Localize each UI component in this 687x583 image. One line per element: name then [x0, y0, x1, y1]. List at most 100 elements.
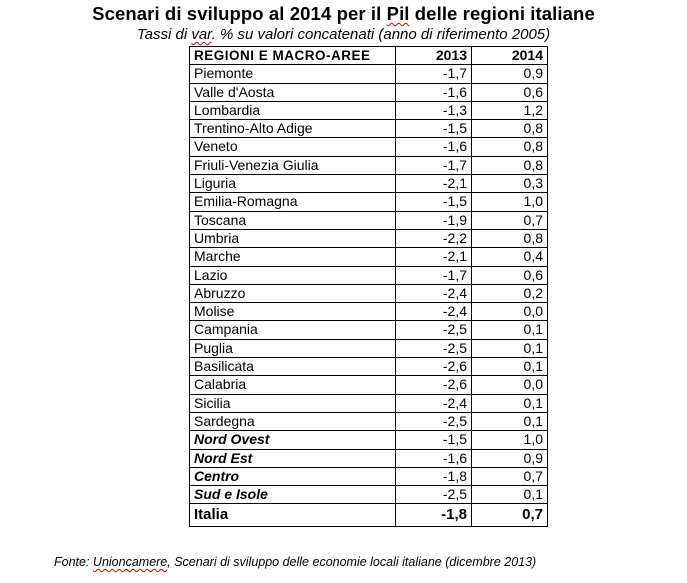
region-cell: Sud e Isole — [189, 485, 396, 505]
subtitle-part-spellcheck: var — [191, 26, 212, 43]
region-cell: Basilicata — [189, 357, 396, 377]
subtitle-part: Tassi di — [136, 26, 192, 43]
region-row: Piemonte -1,7 0,9 — [189, 64, 548, 84]
value-2013-cell: -1,6 — [395, 448, 472, 468]
value-2014-cell: 1,2 — [471, 100, 548, 121]
source-part: , Scenari di sviluppo delle economie loc… — [167, 555, 537, 569]
value-2014-cell: 0,8 — [471, 137, 548, 157]
region-row: Trentino-Alto Adige -1,5 0,8 — [189, 119, 548, 139]
value-2013-cell: -1,9 — [395, 210, 472, 230]
macro-area-row: Centro -1,8 0,7 — [189, 466, 548, 487]
value-2014-cell: 0,0 — [471, 375, 548, 395]
value-2013-cell: -1,3 — [395, 100, 472, 121]
value-2014-cell: 0,0 — [471, 302, 548, 322]
value-2013-cell: -1,5 — [395, 430, 472, 450]
value-2013-cell: -1,7 — [395, 265, 472, 285]
region-cell: Puglia — [189, 338, 396, 359]
total-row: Italia -1,8 0,7 — [189, 503, 548, 528]
region-row: Lazio -1,7 0,6 — [189, 265, 548, 285]
region-cell: Marche — [189, 247, 396, 267]
value-2013-cell: -1,5 — [395, 119, 472, 139]
value-2014-cell: 1,0 — [471, 430, 548, 450]
source-part: Fonte: — [54, 555, 93, 569]
region-cell: Piemonte — [189, 64, 396, 84]
value-2013-cell: -2,5 — [395, 320, 472, 340]
value-2013-cell: -2,4 — [395, 393, 472, 413]
title-part: delle regioni italiane — [409, 3, 595, 24]
value-2013-cell: -1,7 — [395, 64, 472, 84]
region-cell: Umbria — [189, 228, 396, 249]
region-cell: Nord Est — [189, 448, 396, 468]
title-part-spellcheck: Pil — [386, 3, 410, 24]
gdp-table: REGIONI E MACRO-AREE 2013 2014 Piemonte -… — [189, 45, 548, 528]
value-2013-cell: -2,4 — [395, 302, 472, 322]
region-row: Lombardia -1,3 1,2 — [189, 100, 548, 121]
header-2014: 2014 — [471, 45, 548, 66]
region-row: Veneto -1,6 0,8 — [189, 137, 548, 157]
region-cell: Nord Ovest — [189, 430, 396, 450]
subtitle-part: . % su valori concatenati (anno di rifer… — [211, 26, 551, 43]
region-row: Marche -2,1 0,4 — [189, 247, 548, 267]
value-2013-cell: -2,1 — [395, 247, 472, 267]
region-cell: Friuli-Venezia Giulia — [189, 155, 396, 176]
value-2014-cell: 0,1 — [471, 411, 548, 432]
value-2014-cell: 0,7 — [471, 503, 548, 528]
value-2014-cell: 0,6 — [471, 82, 548, 102]
region-row: Puglia -2,5 0,1 — [189, 338, 548, 359]
value-2013-cell: -1,8 — [395, 466, 472, 487]
region-row: Basilicata -2,6 0,1 — [189, 357, 548, 377]
value-2013-cell: -2,5 — [395, 338, 472, 359]
region-cell: Emilia-Romagna — [189, 192, 396, 212]
region-row: Sicilia -2,4 0,1 — [189, 393, 548, 413]
region-cell: Calabria — [189, 375, 396, 395]
value-2014-cell: 0,2 — [471, 283, 548, 304]
value-2013-cell: -2,5 — [395, 411, 472, 432]
value-2014-cell: 0,1 — [471, 393, 548, 413]
macro-area-row: Nord Ovest -1,5 1,0 — [189, 430, 548, 450]
region-cell: Trentino-Alto Adige — [189, 119, 396, 139]
value-2013-cell: -2,1 — [395, 174, 472, 194]
region-cell: Toscana — [189, 210, 396, 230]
region-row: Campania -2,5 0,1 — [189, 320, 548, 340]
title-part: Scenari di sviluppo al 2014 per il — [92, 3, 387, 24]
region-row: Valle d'Aosta -1,6 0,6 — [189, 82, 548, 102]
value-2014-cell: 0,7 — [471, 210, 548, 230]
region-cell: Sicilia — [189, 393, 396, 413]
value-2013-cell: -1,6 — [395, 137, 472, 157]
region-row: Sardegna -2,5 0,1 — [189, 411, 548, 432]
value-2013-cell: -2,2 — [395, 228, 472, 249]
value-2013-cell: -2,6 — [395, 375, 472, 395]
value-2014-cell: 0,4 — [471, 247, 548, 267]
region-row: Abruzzo -2,4 0,2 — [189, 283, 548, 304]
macro-area-row: Nord Est -1,6 0,9 — [189, 448, 548, 468]
value-2014-cell: 1,0 — [471, 192, 548, 212]
value-2014-cell: 0,9 — [471, 448, 548, 468]
value-2014-cell: 0,1 — [471, 485, 548, 505]
region-cell: Valle d'Aosta — [189, 82, 396, 102]
region-cell: Campania — [189, 320, 396, 340]
value-2013-cell: -1,7 — [395, 155, 472, 176]
region-cell: Molise — [189, 302, 396, 322]
region-cell: Lombardia — [189, 100, 396, 121]
value-2013-cell: -1,8 — [395, 503, 472, 528]
value-2013-cell: -2,5 — [395, 485, 472, 505]
document-title: Scenari di sviluppo al 2014 per il Pil d… — [0, 3, 687, 25]
value-2014-cell: 0,3 — [471, 174, 548, 194]
region-cell: Abruzzo — [189, 283, 396, 304]
value-2014-cell: 0,6 — [471, 265, 548, 285]
value-2014-cell: 0,8 — [471, 155, 548, 176]
region-row: Calabria -2,6 0,0 — [189, 375, 548, 395]
region-cell: Centro — [189, 466, 396, 487]
region-cell: Lazio — [189, 265, 396, 285]
region-row: Emilia-Romagna -1,5 1,0 — [189, 192, 548, 212]
value-2014-cell: 0,1 — [471, 338, 548, 359]
region-row: Umbria -2,2 0,8 — [189, 228, 548, 249]
value-2014-cell: 0,9 — [471, 64, 548, 84]
source-note: Fonte: Unioncamere, Scenari di sviluppo … — [54, 555, 536, 569]
region-cell: Veneto — [189, 137, 396, 157]
document-subtitle: Tassi di var. % su valori concatenati (a… — [0, 26, 687, 43]
region-row: Molise -2,4 0,0 — [189, 302, 548, 322]
value-2014-cell: 0,8 — [471, 119, 548, 139]
value-2014-cell: 0,8 — [471, 228, 548, 249]
value-2013-cell: -1,6 — [395, 82, 472, 102]
